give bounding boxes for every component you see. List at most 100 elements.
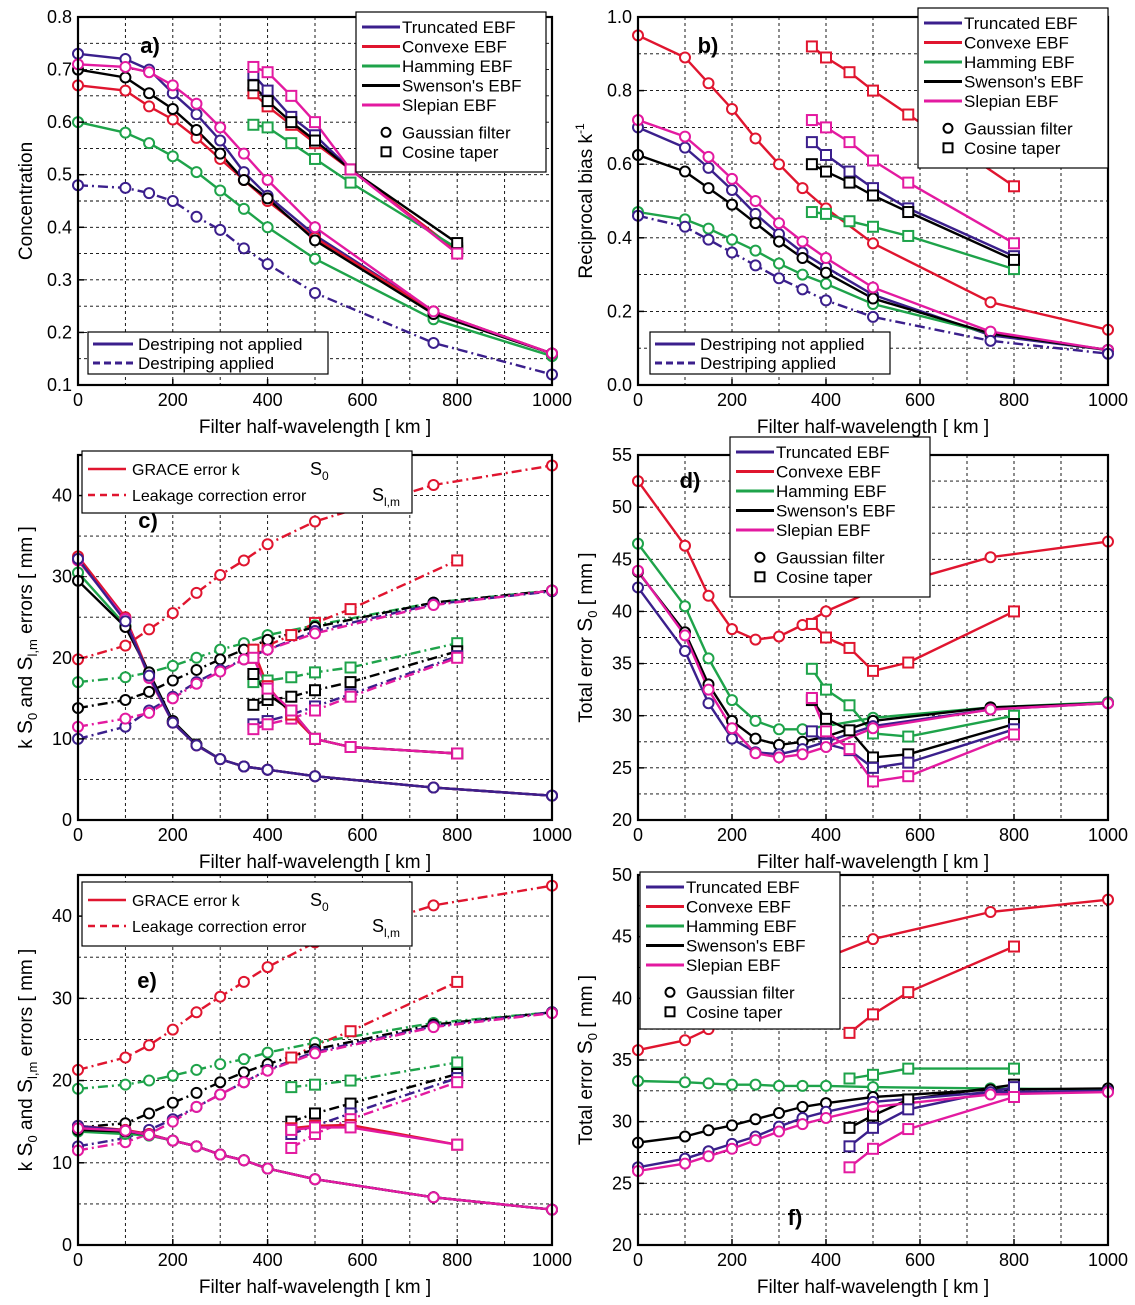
data-point-slepian-ebf <box>702 683 715 696</box>
data-point-hamming-ebf <box>867 1081 879 1094</box>
data-point-slepian-ebf <box>309 704 321 717</box>
data-point-slepian-ebf <box>820 741 832 753</box>
data-point-swenson-s-ebf <box>702 182 715 195</box>
data-point-slepian-ebf <box>214 665 227 678</box>
series-line-swenson-s-ebf-cosine-taper <box>290 1072 458 1123</box>
y-tick-label: 40 <box>52 906 72 926</box>
data-point-hamming-ebf <box>285 1081 298 1094</box>
data-point-truncated-ebf <box>902 1103 915 1116</box>
data-point-convexe-ebf <box>1008 605 1020 618</box>
data-point-slepian-ebf <box>1008 1091 1020 1103</box>
data-point-slepian-ebf <box>261 1064 274 1077</box>
data-point-swenson-s-ebf <box>867 751 879 764</box>
series-line-truncated-ebf-cosine-taper <box>290 1076 458 1136</box>
data-point-slepian-ebf <box>261 643 274 656</box>
y-tick-label: 0.4 <box>47 217 72 237</box>
data-point-convexe-ebf <box>1008 180 1020 193</box>
y-axis-label-part: errors [ mm ] <box>16 949 37 1062</box>
y-axis-label: Total error S0 [ mm ] <box>574 552 600 722</box>
data-point-hamming-ebf <box>773 723 785 736</box>
data-point-convexe-ebf <box>190 586 203 599</box>
data-point-slepian-ebf <box>749 747 762 760</box>
data-point-truncated-ebf <box>214 753 227 766</box>
x-tick-label: 0 <box>73 390 83 410</box>
data-point-swenson-s-ebf <box>247 79 260 92</box>
data-point-slepian-ebf <box>749 1134 762 1147</box>
y-axis-label-part: S <box>14 656 37 670</box>
data-point-truncated-ebf <box>726 732 738 745</box>
legend-box <box>639 871 841 1030</box>
data-point-slepian-ebf <box>344 1121 357 1134</box>
series-line-swenson-s-ebf-gaussian-filter <box>77 1011 553 1129</box>
series-line-convexe-ebf-cosine-taper <box>848 945 1015 1034</box>
legend-label-destriping-applied: Destriping applied <box>700 354 836 373</box>
data-point-truncated-ebf <box>679 220 691 233</box>
data-point-swenson-s-ebf <box>679 165 691 178</box>
legend-label-cosine-taper: Cosine taper <box>776 568 873 587</box>
data-point-convexe-ebf <box>867 933 879 946</box>
data-point-hamming-ebf <box>119 671 132 684</box>
data-point-hamming-ebf <box>749 714 762 727</box>
data-point-truncated-ebf <box>143 669 156 682</box>
legend-error-label: GRACE error k <box>132 893 241 910</box>
data-point-convexe-ebf <box>749 132 762 145</box>
data-point-truncated-ebf <box>867 761 879 774</box>
y-tick-label: 0.6 <box>47 112 72 132</box>
data-point-hamming-ebf <box>843 1072 856 1085</box>
series-line-slepian-ebf-cosine-taper <box>848 1095 1015 1169</box>
y-axis-label-part: and <box>16 1093 37 1135</box>
data-point-hamming-ebf <box>702 222 715 235</box>
data-point-swenson-s-ebf <box>309 234 321 247</box>
data-point-slepian-ebf <box>843 1161 856 1174</box>
data-point-swenson-s-ebf <box>166 103 179 115</box>
data-point-swenson-s-ebf <box>820 712 832 725</box>
y-axis-label: Reciprocal bias k-1 <box>573 123 597 279</box>
legend-label-gaussian-filter: Gaussian filter <box>964 119 1073 138</box>
data-point-slepian-ebf <box>867 775 879 788</box>
x-tick-label: 800 <box>442 825 472 845</box>
data-point-convexe-ebf <box>427 899 440 912</box>
data-point-truncated-ebf <box>702 233 715 246</box>
data-point-hamming-ebf <box>143 137 156 150</box>
data-point-slepian-ebf <box>427 305 440 318</box>
data-point-truncated-ebf <box>166 716 179 729</box>
data-point-swenson-s-ebf <box>143 87 156 100</box>
x-tick-label: 1000 <box>532 390 572 410</box>
series-line-hamming-ebf-cosine-taper <box>291 1061 458 1089</box>
x-tick-label: 200 <box>717 825 747 845</box>
data-point-slepian-ebf <box>1008 237 1020 250</box>
y-tick-label: 45 <box>612 549 632 569</box>
data-point-slepian-ebf <box>427 1021 440 1034</box>
data-point-hamming-ebf <box>843 215 856 228</box>
data-point-convexe-ebf <box>702 77 715 90</box>
data-point-convexe-ebf <box>261 961 274 974</box>
data-point-hamming-ebf <box>749 1078 762 1091</box>
data-point-slepian-ebf <box>190 97 203 110</box>
series-line-slepian-ebf-cosine-taper <box>291 1126 458 1146</box>
data-point-slepian-ebf <box>820 121 832 134</box>
data-point-swenson-s-ebf <box>166 1096 179 1109</box>
legend-label-gaussian-filter: Gaussian filter <box>776 548 885 567</box>
data-point-slepian-ebf <box>867 722 879 735</box>
data-point-swenson-s-ebf <box>820 165 832 178</box>
legend-label-swenson-s-ebf: Swenson's EBF <box>964 73 1083 92</box>
y-tick-label: 0.8 <box>47 7 72 27</box>
x-axis-label: Filter half-wavelength [ km ] <box>757 852 989 873</box>
data-point-slepian-ebf <box>796 748 809 761</box>
data-point-hamming-ebf <box>285 137 298 150</box>
data-point-hamming-ebf <box>247 118 260 131</box>
data-point-truncated-ebf <box>427 781 440 794</box>
data-point-hamming-ebf <box>726 694 738 707</box>
legend-box <box>87 331 329 375</box>
legend-label-swenson-s-ebf: Swenson's EBF <box>776 502 895 521</box>
data-point-slepian-ebf <box>749 195 762 207</box>
data-point-slepian-ebf <box>309 1121 321 1134</box>
data-point-swenson-s-ebf <box>867 189 879 202</box>
x-tick-label: 0 <box>633 825 643 845</box>
data-point-convexe-ebf <box>427 479 440 492</box>
y-tick-label: 0.2 <box>607 301 632 321</box>
y-tick-label: 20 <box>52 648 72 668</box>
data-point-slepian-ebf <box>902 1123 915 1136</box>
